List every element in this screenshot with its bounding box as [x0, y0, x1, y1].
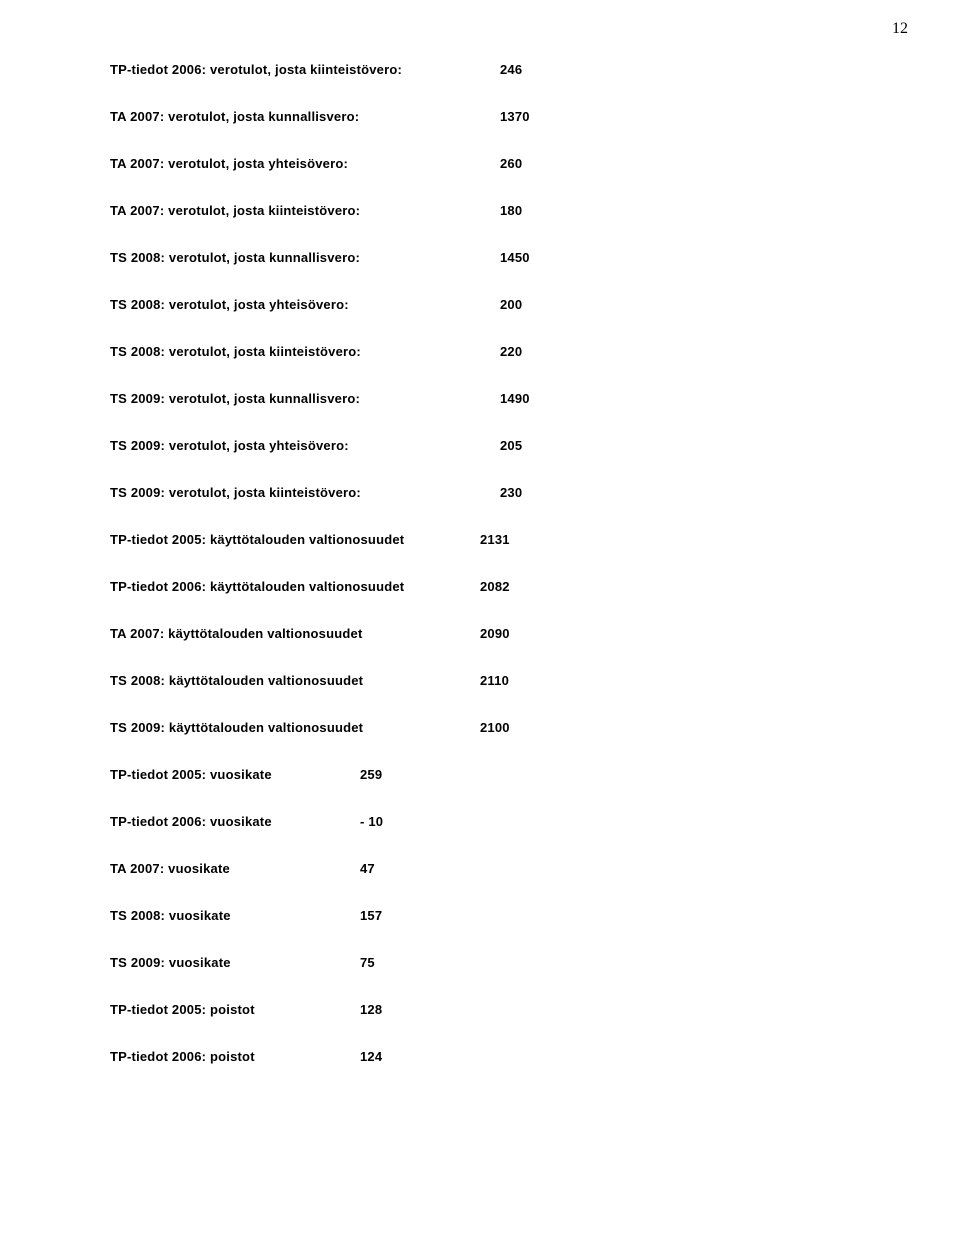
row-label: TA 2007: verotulot, josta kiinteistövero… — [110, 203, 500, 218]
row-value: 205 — [500, 438, 522, 453]
row-label: TP-tiedot 2005: vuosikate — [110, 767, 360, 782]
row-label: TS 2008: käyttötalouden valtionosuudet — [110, 673, 480, 688]
row-label: TS 2008: verotulot, josta yhteisövero: — [110, 297, 500, 312]
row-value: 230 — [500, 485, 522, 500]
row-value: 47 — [360, 861, 375, 876]
data-row: TA 2007: verotulot, josta yhteisövero:26… — [110, 156, 870, 171]
row-value: 1370 — [500, 109, 530, 124]
row-label: TS 2009: verotulot, josta kunnallisvero: — [110, 391, 500, 406]
row-label: TS 2008: verotulot, josta kiinteistövero… — [110, 344, 500, 359]
row-label: TS 2009: vuosikate — [110, 955, 360, 970]
data-row: TA 2007: verotulot, josta kunnallisvero:… — [110, 109, 870, 124]
row-label: TS 2009: verotulot, josta kiinteistövero… — [110, 485, 500, 500]
row-value: - 10 — [360, 814, 383, 829]
row-value: 246 — [500, 62, 522, 77]
row-label: TP-tiedot 2005: käyttötalouden valtionos… — [110, 532, 480, 547]
row-label: TA 2007: verotulot, josta yhteisövero: — [110, 156, 500, 171]
data-row: TP-tiedot 2005: käyttötalouden valtionos… — [110, 532, 870, 547]
row-value: 220 — [500, 344, 522, 359]
data-row: TS 2009: verotulot, josta kunnallisvero:… — [110, 391, 870, 406]
data-row: TS 2008: verotulot, josta yhteisövero:20… — [110, 297, 870, 312]
data-row: TS 2008: käyttötalouden valtionosuudet21… — [110, 673, 870, 688]
data-row: TA 2007: verotulot, josta kiinteistövero… — [110, 203, 870, 218]
data-row: TP-tiedot 2005: vuosikate259 — [110, 767, 870, 782]
row-value: 1450 — [500, 250, 530, 265]
row-label: TA 2007: verotulot, josta kunnallisvero: — [110, 109, 500, 124]
row-value: 180 — [500, 203, 522, 218]
data-row: TS 2009: vuosikate75 — [110, 955, 870, 970]
data-row: TS 2008: verotulot, josta kiinteistövero… — [110, 344, 870, 359]
row-label: TA 2007: käyttötalouden valtionosuudet — [110, 626, 480, 641]
data-row: TA 2007: vuosikate47 — [110, 861, 870, 876]
row-label: TS 2008: verotulot, josta kunnallisvero: — [110, 250, 500, 265]
row-value: 1490 — [500, 391, 530, 406]
data-row: TS 2009: verotulot, josta kiinteistövero… — [110, 485, 870, 500]
data-row: TS 2009: verotulot, josta yhteisövero:20… — [110, 438, 870, 453]
row-value: 2131 — [480, 532, 510, 547]
row-value: 259 — [360, 767, 382, 782]
row-label: TP-tiedot 2006: käyttötalouden valtionos… — [110, 579, 480, 594]
data-row: TP-tiedot 2005: poistot128 — [110, 1002, 870, 1017]
data-row: TS 2009: käyttötalouden valtionosuudet21… — [110, 720, 870, 735]
row-value: 2082 — [480, 579, 510, 594]
data-row: TP-tiedot 2006: verotulot, josta kiintei… — [110, 62, 870, 77]
row-value: 124 — [360, 1049, 382, 1064]
row-value: 260 — [500, 156, 522, 171]
row-value: 2100 — [480, 720, 510, 735]
data-row: TA 2007: käyttötalouden valtionosuudet20… — [110, 626, 870, 641]
row-label: TA 2007: vuosikate — [110, 861, 360, 876]
row-value: 2090 — [480, 626, 510, 641]
data-row: TS 2008: vuosikate157 — [110, 908, 870, 923]
document-content: TP-tiedot 2006: verotulot, josta kiintei… — [110, 62, 870, 1096]
row-label: TS 2008: vuosikate — [110, 908, 360, 923]
row-label: TP-tiedot 2006: vuosikate — [110, 814, 360, 829]
page-number: 12 — [892, 20, 908, 38]
data-row: TS 2008: verotulot, josta kunnallisvero:… — [110, 250, 870, 265]
data-row: TP-tiedot 2006: vuosikate- 10 — [110, 814, 870, 829]
row-value: 200 — [500, 297, 522, 312]
row-label: TP-tiedot 2006: verotulot, josta kiintei… — [110, 62, 500, 77]
row-label: TP-tiedot 2006: poistot — [110, 1049, 360, 1064]
data-row: TP-tiedot 2006: käyttötalouden valtionos… — [110, 579, 870, 594]
row-label: TS 2009: verotulot, josta yhteisövero: — [110, 438, 500, 453]
row-value: 75 — [360, 955, 375, 970]
row-label: TS 2009: käyttötalouden valtionosuudet — [110, 720, 480, 735]
row-value: 2110 — [480, 673, 509, 688]
data-row: TP-tiedot 2006: poistot124 — [110, 1049, 870, 1064]
row-value: 157 — [360, 908, 382, 923]
row-value: 128 — [360, 1002, 382, 1017]
row-label: TP-tiedot 2005: poistot — [110, 1002, 360, 1017]
